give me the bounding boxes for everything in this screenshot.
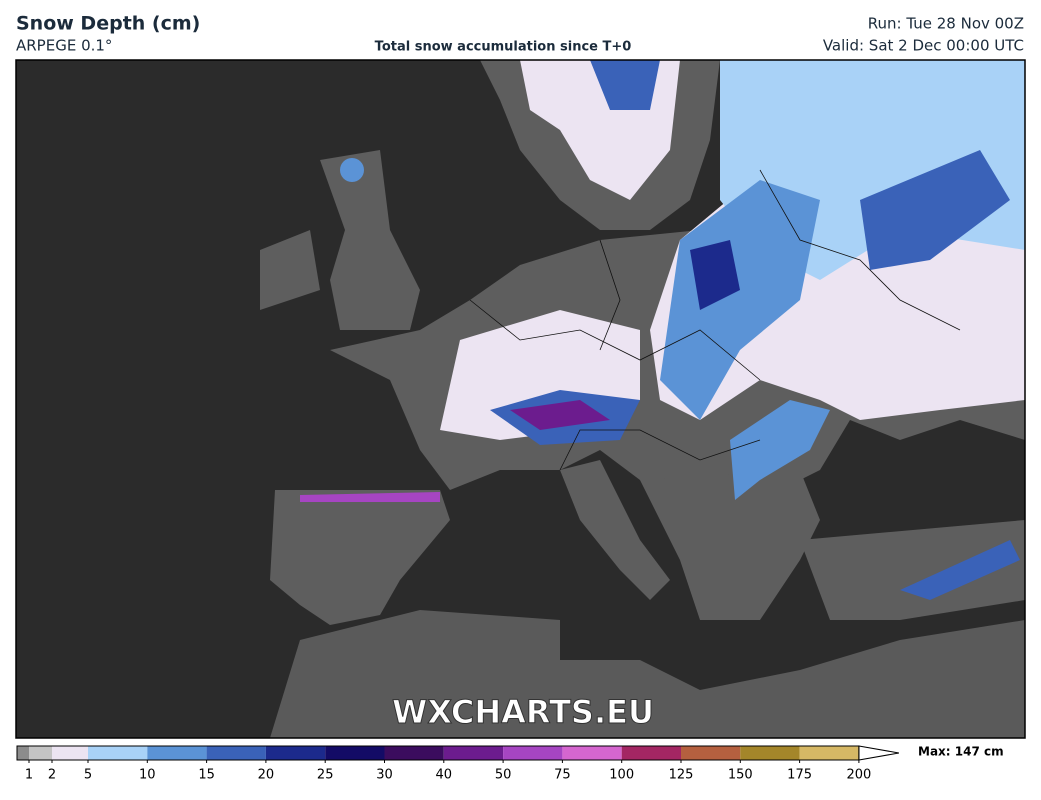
colorbar-segment [88, 746, 148, 760]
snow-area [900, 540, 1020, 600]
colorbar-label: 5 [84, 768, 92, 783]
colorbar-label: 25 [317, 768, 334, 783]
snow-area [860, 150, 1010, 270]
colorbar-segment [147, 746, 207, 760]
colorbar-segment [799, 746, 859, 760]
colorbar-label: 20 [258, 768, 275, 783]
map: WXCHARTS.EU [15, 59, 1026, 739]
colorbar-segment [52, 746, 88, 760]
colorbar-segment [562, 746, 622, 760]
run: Run: Tue 28 Nov 00Z [868, 15, 1024, 33]
map-frame [15, 59, 1026, 739]
title: Snow Depth (cm) [16, 13, 200, 35]
colorbar-segment [17, 746, 29, 760]
land [640, 470, 820, 620]
land [320, 150, 420, 330]
snow-area [300, 492, 440, 502]
snow-area [590, 60, 660, 110]
snow-area [730, 400, 830, 500]
colorbar-label: 75 [554, 768, 571, 783]
colorbar-segment [325, 746, 385, 760]
colorbar-label: 150 [728, 768, 753, 783]
colorbar-label: 40 [436, 768, 453, 783]
colorbar-label: 10 [139, 768, 156, 783]
colorbar-segment [503, 746, 563, 760]
colorbar-label: 200 [846, 768, 871, 783]
colorbar-segment [384, 746, 444, 760]
colorbar-label: 50 [495, 768, 512, 783]
land [560, 460, 670, 600]
colorbar-segment [621, 746, 681, 760]
land [260, 230, 320, 310]
snow-area [510, 400, 610, 430]
max-label: Max: 147 cm [918, 745, 1004, 759]
colorbar-segment [740, 746, 800, 760]
model: ARPEGE 0.1° [16, 37, 112, 55]
colorbar-label: 175 [787, 768, 812, 783]
snow-area [690, 240, 740, 310]
colorbar-segment [265, 746, 326, 760]
land [270, 490, 450, 625]
watermark: WXCHARTS.EU [392, 693, 654, 731]
snow-area [660, 180, 820, 420]
colorbar-segment [206, 746, 266, 760]
colorbar-segment [681, 746, 741, 760]
colorbar-label: 100 [609, 768, 634, 783]
snow-area [340, 158, 364, 182]
colorbar-frame [16, 745, 860, 761]
colorbar: Max: 147 cm 1 2 5 10 15 20 25 30 40 50 75 100 125 150… [16, 745, 1004, 783]
land [270, 610, 1025, 738]
borders [469, 169, 961, 471]
colorbar-label: 2 [48, 768, 56, 783]
subtitle: Total snow accumulation since T+0 [375, 40, 632, 55]
valid: Valid: Sat 2 Dec 00:00 UTC [823, 37, 1024, 55]
land [800, 520, 1025, 620]
colorbar-segment [29, 746, 52, 760]
colorbar-label: 30 [376, 768, 393, 783]
colorbar-label: 1 [25, 768, 33, 783]
colorbar-label: 15 [198, 768, 215, 783]
colorbar-segment [443, 746, 504, 760]
colorbar-label: 125 [669, 768, 694, 783]
